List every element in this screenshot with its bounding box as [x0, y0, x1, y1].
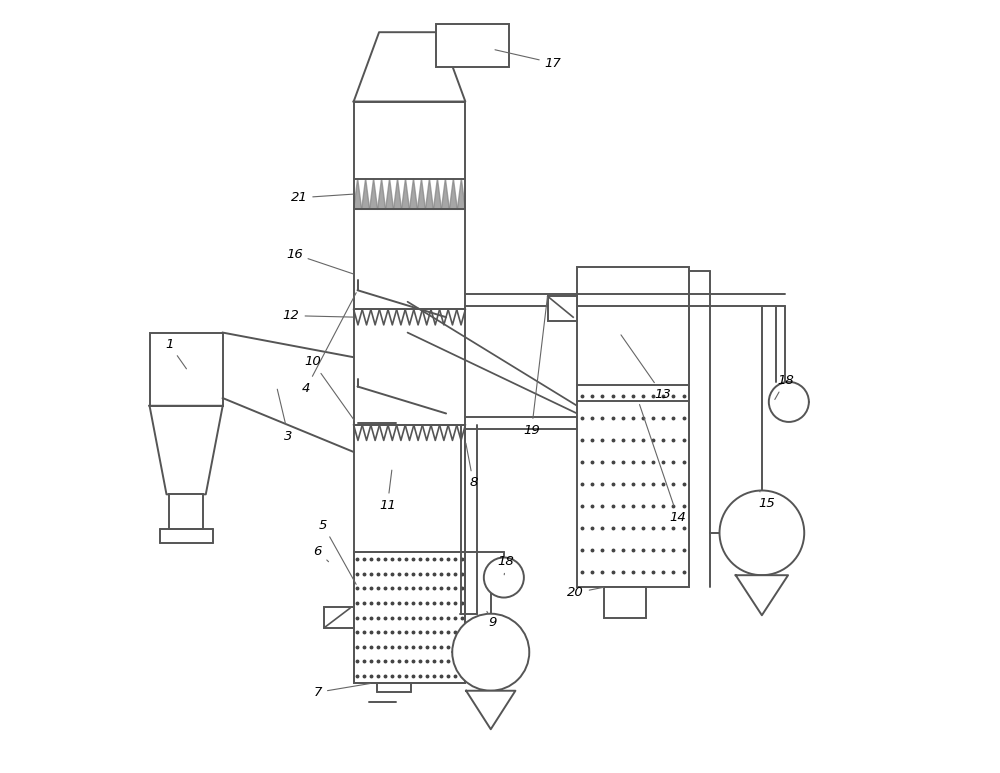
Bar [548, 296, 577, 321]
Polygon shape [417, 179, 425, 209]
Polygon shape [433, 179, 441, 209]
Text: 13: 13 [621, 335, 671, 400]
Text: 14: 14 [640, 404, 686, 524]
Polygon shape [370, 179, 378, 209]
Text: 16: 16 [286, 247, 353, 274]
Bar [354, 552, 465, 683]
Text: 3: 3 [277, 389, 293, 443]
Text: 1: 1 [165, 338, 186, 369]
Text: 10: 10 [304, 356, 354, 421]
Polygon shape [362, 179, 370, 209]
Bar [324, 607, 354, 628]
Polygon shape [386, 179, 394, 209]
Circle shape [720, 491, 804, 575]
Text: 11: 11 [379, 470, 396, 512]
Polygon shape [354, 179, 362, 209]
Polygon shape [402, 179, 409, 209]
Polygon shape [425, 179, 433, 209]
Text: 6: 6 [314, 545, 329, 562]
Polygon shape [394, 179, 402, 209]
Text: 5: 5 [319, 519, 356, 584]
Bar [354, 101, 465, 683]
Polygon shape [409, 179, 417, 209]
Text: 17: 17 [495, 49, 561, 70]
Bar [577, 267, 689, 587]
Text: 12: 12 [283, 309, 353, 322]
Text: 21: 21 [290, 191, 353, 204]
Polygon shape [457, 179, 465, 209]
Text: 15: 15 [758, 491, 775, 510]
Text: 19: 19 [523, 297, 547, 437]
Circle shape [452, 614, 529, 691]
Text: 9: 9 [487, 611, 497, 629]
Bar [604, 587, 646, 618]
Text: 8: 8 [466, 443, 478, 489]
Text: 18: 18 [498, 555, 514, 575]
Circle shape [484, 557, 524, 598]
Bar [436, 25, 509, 66]
Polygon shape [466, 691, 515, 729]
Polygon shape [449, 179, 457, 209]
Text: 4: 4 [302, 293, 356, 394]
Text: 18: 18 [775, 374, 794, 400]
Polygon shape [378, 179, 386, 209]
Bar [169, 494, 203, 529]
Bar [150, 332, 223, 406]
Polygon shape [441, 179, 449, 209]
Polygon shape [736, 575, 788, 615]
Text: 7: 7 [314, 683, 370, 699]
Circle shape [769, 382, 809, 422]
Text: 20: 20 [567, 587, 604, 599]
